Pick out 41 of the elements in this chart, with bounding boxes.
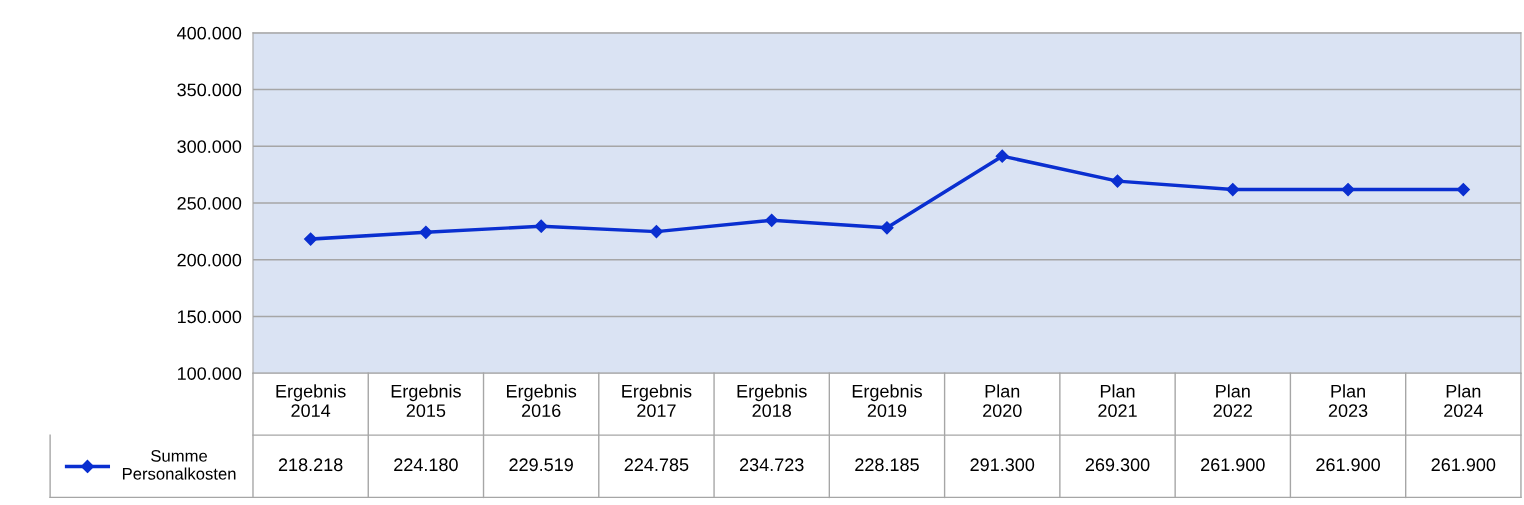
point <box>880 221 894 235</box>
y-tick-label: 100.000 <box>177 367 242 380</box>
point <box>1341 182 1355 197</box>
text: Summe Personalkosten <box>122 449 236 480</box>
point <box>995 149 1009 163</box>
x-tick-label: Ergebnis 2019 <box>852 384 922 418</box>
point <box>419 225 433 239</box>
y-tick-label: 150.000 <box>177 310 242 324</box>
point <box>1456 182 1470 197</box>
point <box>304 232 318 246</box>
x-tick-label: Ergebnis 2018 <box>737 384 807 418</box>
x-tick-label: Ergebnis 2014 <box>276 384 346 418</box>
y-tick-label: 300.000 <box>177 140 242 153</box>
x-tick-label: Plan 2023 <box>1328 384 1368 418</box>
data-label: 234.723 <box>739 458 804 472</box>
data-label: 261.900 <box>1201 458 1265 472</box>
data-label: 224.180 <box>394 458 458 472</box>
data-label: 261.900 <box>1316 458 1380 472</box>
point <box>1110 174 1125 188</box>
y-tick-label: 350.000 <box>177 83 242 97</box>
data-label: 229.519 <box>509 458 573 472</box>
x-tick-label: Plan 2024 <box>1444 384 1483 418</box>
data-label: 261.900 <box>1431 458 1496 472</box>
x-tick-label: Plan 2021 <box>1098 384 1137 418</box>
y-tick-label: 400.000 <box>177 26 242 40</box>
point <box>765 213 779 227</box>
point <box>1226 182 1240 197</box>
x-tick-label: Plan 2022 <box>1213 384 1252 418</box>
y-tick-label: 250.000 <box>177 196 242 210</box>
x-tick-label: Ergebnis 2016 <box>507 384 577 418</box>
x-tick-label: Ergebnis 2017 <box>622 384 692 418</box>
y-tick-label: 200.000 <box>177 253 242 267</box>
data-label: 228.185 <box>855 458 919 472</box>
point <box>534 219 548 233</box>
data-label: 218.218 <box>278 458 343 472</box>
x-tick-label: Plan 2020 <box>983 384 1022 418</box>
x-tick-label: Ergebnis 2015 <box>391 384 461 418</box>
data-label: 224.785 <box>624 458 689 472</box>
point <box>649 225 664 239</box>
data-label: 269.300 <box>1085 458 1150 472</box>
data-label: 291.300 <box>970 458 1035 472</box>
